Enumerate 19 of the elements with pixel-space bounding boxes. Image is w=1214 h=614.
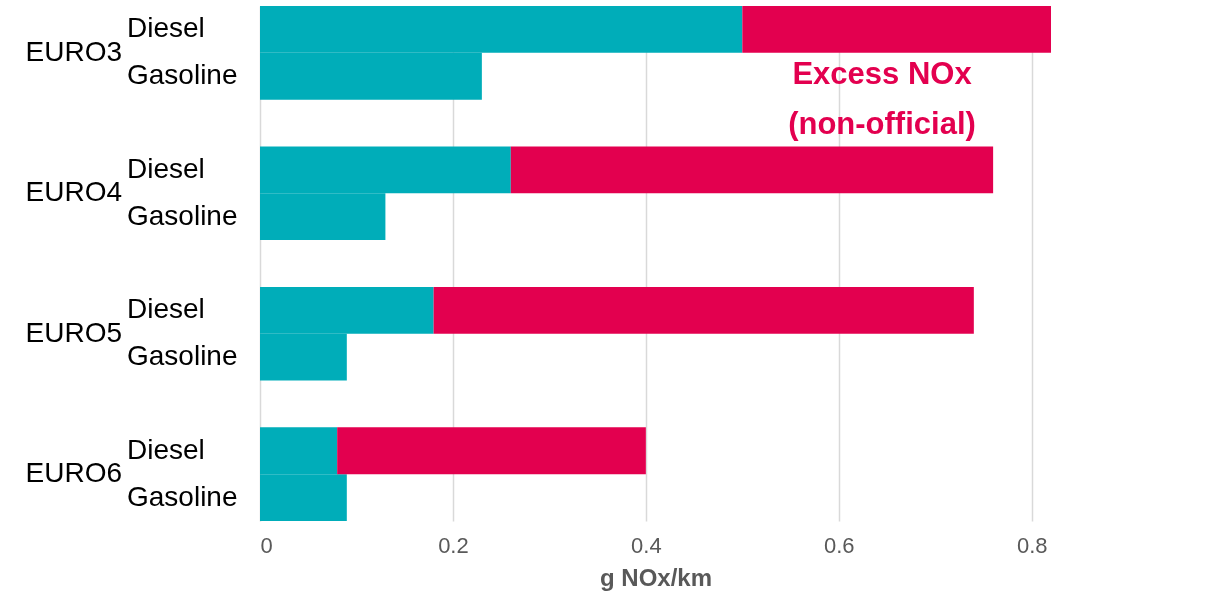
text: EURO4 xyxy=(25,176,122,208)
x-tick-label: 0 xyxy=(260,532,273,558)
y-tick-label: Gasoline xyxy=(127,340,238,372)
y-tick-label: Diesel xyxy=(127,293,205,325)
text: EURO3 xyxy=(25,35,122,67)
series-label: Excess NOx (non-official) xyxy=(788,56,976,141)
x-tick-label: 0.8 xyxy=(1016,532,1048,558)
x-tick-label: 0.4 xyxy=(631,532,662,558)
y-tick-label: Gasoline xyxy=(127,59,238,91)
x-tick-label: 0.6 xyxy=(823,532,855,558)
y-tick-label: Diesel xyxy=(127,152,205,184)
y-tick-label: Diesel xyxy=(127,433,205,465)
x-axis-title: g NOx/km xyxy=(599,563,713,591)
y-tick-label: Gasoline xyxy=(127,480,238,512)
y-tick-label: Diesel xyxy=(127,12,205,44)
text: EURO6 xyxy=(25,457,122,489)
y-tick-label: Gasoline xyxy=(127,199,238,231)
x-tick-label: 0.2 xyxy=(438,532,469,558)
text: EURO5 xyxy=(25,316,122,348)
